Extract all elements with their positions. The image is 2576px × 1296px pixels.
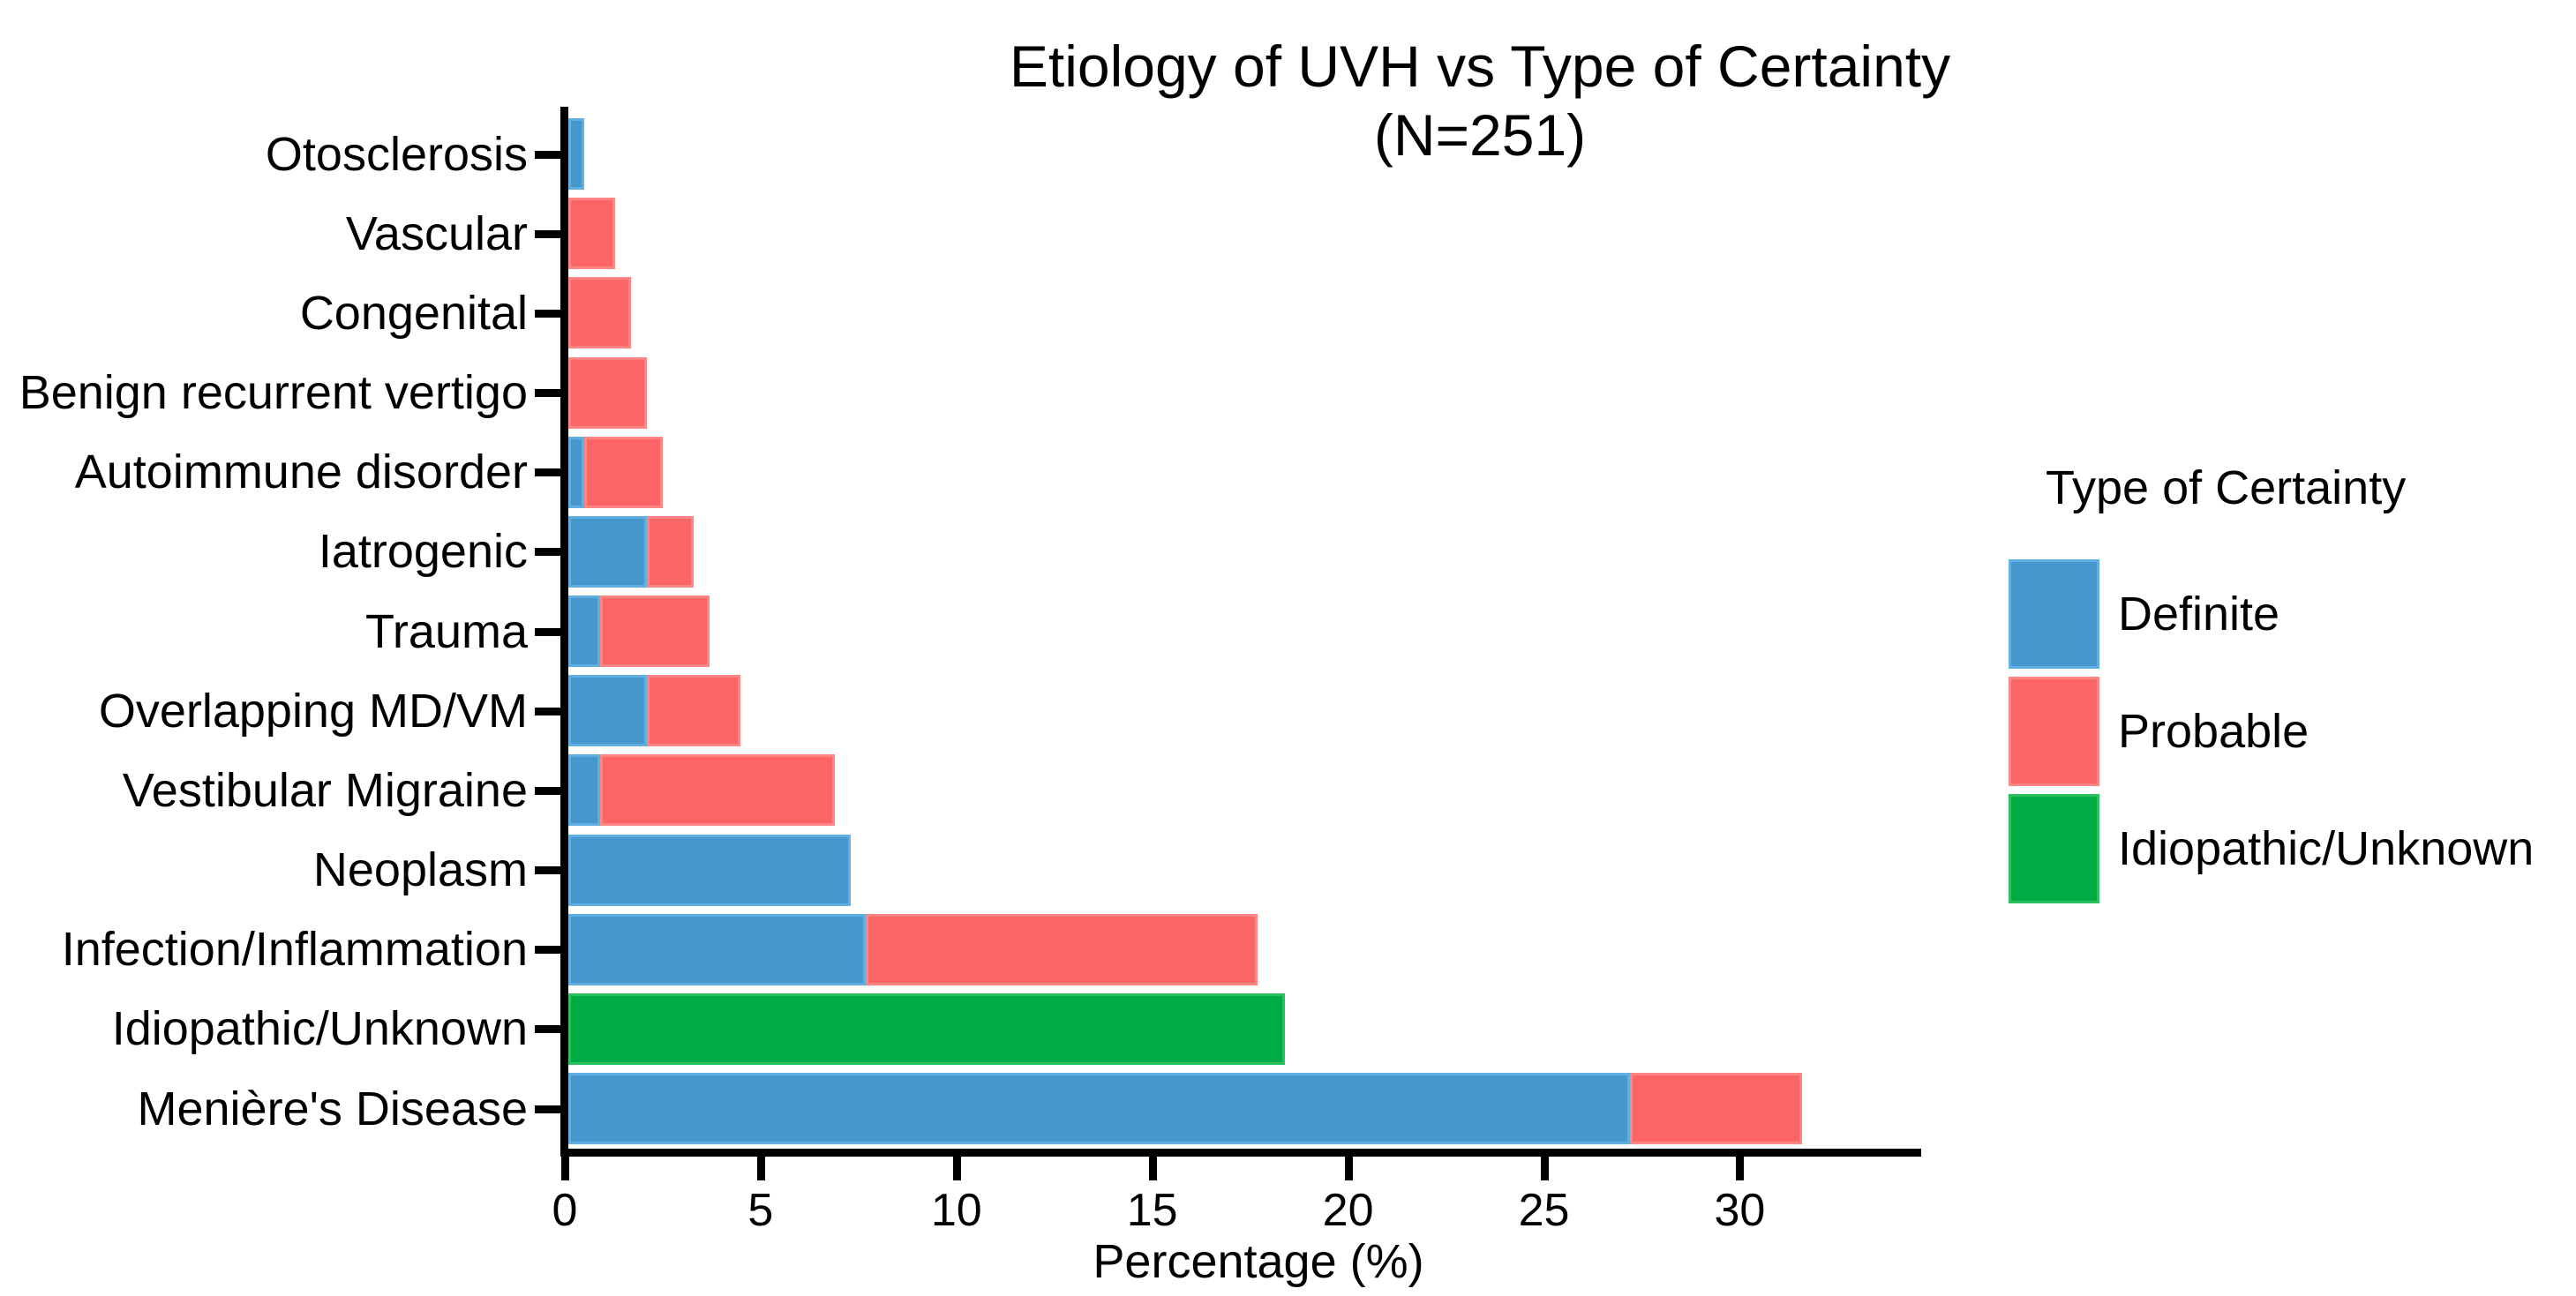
y-axis-tick — [535, 548, 561, 557]
legend-swatch-idiopathic-unknown — [2009, 794, 2099, 903]
bar-segment-idiopathic-unknown — [568, 993, 1286, 1065]
y-axis-tick — [535, 707, 561, 715]
x-axis-tick-label: 5 — [747, 1185, 774, 1236]
y-axis-tick — [535, 1105, 561, 1113]
category-label: Benign recurrent vertigo — [19, 366, 528, 419]
x-axis-tick — [756, 1157, 765, 1180]
x-axis-tick — [1344, 1157, 1353, 1180]
x-axis-tick — [1148, 1157, 1157, 1180]
x-axis-tick — [1736, 1157, 1745, 1180]
bar-segment-probable — [599, 754, 835, 827]
y-axis-tick — [535, 389, 561, 397]
x-axis-title: Percentage (%) — [1093, 1235, 1424, 1288]
x-axis-tick-label: 30 — [1714, 1185, 1766, 1236]
bar-segment-probable — [646, 675, 741, 747]
bar-segment-definite — [568, 834, 851, 906]
category-label: Neoplasm — [312, 843, 528, 897]
legend-swatch-definite — [2009, 559, 2099, 669]
bar-segment-probable — [583, 436, 663, 508]
bar-segment-definite — [568, 754, 600, 827]
category-label: Overlapping MD/VM — [98, 684, 528, 738]
bar-segment-definite — [568, 436, 584, 508]
bar-segment-definite — [568, 596, 600, 668]
bar-segment-probable — [1629, 1073, 1802, 1145]
chart-title-line1: Etiology of UVH vs Type of Certainty — [1009, 34, 1951, 99]
y-axis-tick — [535, 866, 561, 875]
bar-segment-probable — [866, 913, 1258, 985]
y-axis-tick — [535, 150, 561, 159]
category-label: Menière's Disease — [137, 1082, 529, 1135]
y-axis-tick — [535, 627, 561, 636]
bar-segment-definite — [568, 515, 647, 588]
x-axis-tick — [1540, 1157, 1549, 1180]
y-axis-tick — [535, 468, 561, 477]
bar-segment-definite — [568, 1073, 1630, 1145]
bar-segment-probable — [646, 515, 694, 588]
category-label: Otosclerosis — [265, 127, 528, 181]
legend-label-probable: Probable — [2118, 705, 2309, 758]
legend-label-idiopathic-unknown: Idiopathic/Unknown — [2118, 822, 2535, 875]
chart-title-line2: (N=251) — [1373, 102, 1587, 168]
category-label: Vestibular Migraine — [122, 763, 528, 817]
legend-swatch-probable — [2009, 677, 2099, 786]
x-axis-tick-label: 20 — [1322, 1185, 1374, 1236]
bar-segment-definite — [568, 675, 647, 747]
legend-title: Type of Certainty — [2046, 461, 2407, 514]
category-label: Vascular — [345, 206, 528, 260]
bar-segment-probable — [599, 596, 710, 668]
category-label: Autoimmune disorder — [74, 446, 528, 499]
category-label: Trauma — [364, 604, 528, 658]
y-axis-tick — [535, 1025, 561, 1034]
bar-segment-probable — [568, 198, 616, 270]
y-axis-tick — [535, 309, 561, 318]
chart-title: Etiology of UVH vs Type of Certainty (N=… — [933, 32, 2027, 169]
x-axis-tick-label: 10 — [930, 1185, 982, 1236]
y-axis-line — [560, 107, 568, 1157]
category-label: Iatrogenic — [318, 525, 528, 579]
category-label: Congenital — [299, 286, 528, 340]
x-axis-tick — [952, 1157, 961, 1180]
x-axis-tick-label: 15 — [1126, 1185, 1178, 1236]
x-axis-tick-label: 0 — [552, 1185, 578, 1236]
y-axis-tick — [535, 786, 561, 795]
legend-label-definite: Definite — [2118, 588, 2280, 641]
y-axis-tick — [535, 946, 561, 955]
x-axis-line — [560, 1149, 1921, 1157]
bar-segment-definite — [568, 913, 867, 985]
y-axis-tick — [535, 229, 561, 238]
bar-segment-probable — [568, 277, 631, 349]
x-axis-tick — [561, 1157, 569, 1180]
x-axis-tick-label: 25 — [1518, 1185, 1570, 1236]
bar-segment-probable — [568, 356, 647, 429]
bar-segment-definite — [568, 118, 584, 190]
category-label: Infection/Inflammation — [61, 923, 528, 977]
category-label: Idiopathic/Unknown — [111, 1002, 528, 1056]
